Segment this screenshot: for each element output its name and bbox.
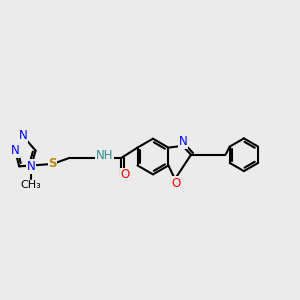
Text: N: N xyxy=(27,160,35,173)
Text: S: S xyxy=(48,158,57,170)
Text: N: N xyxy=(18,129,27,142)
Text: N: N xyxy=(11,144,20,157)
Text: O: O xyxy=(121,169,130,182)
Text: N: N xyxy=(178,136,188,148)
Text: O: O xyxy=(172,177,181,190)
Text: CH₃: CH₃ xyxy=(21,180,41,190)
Text: NH: NH xyxy=(96,149,114,162)
